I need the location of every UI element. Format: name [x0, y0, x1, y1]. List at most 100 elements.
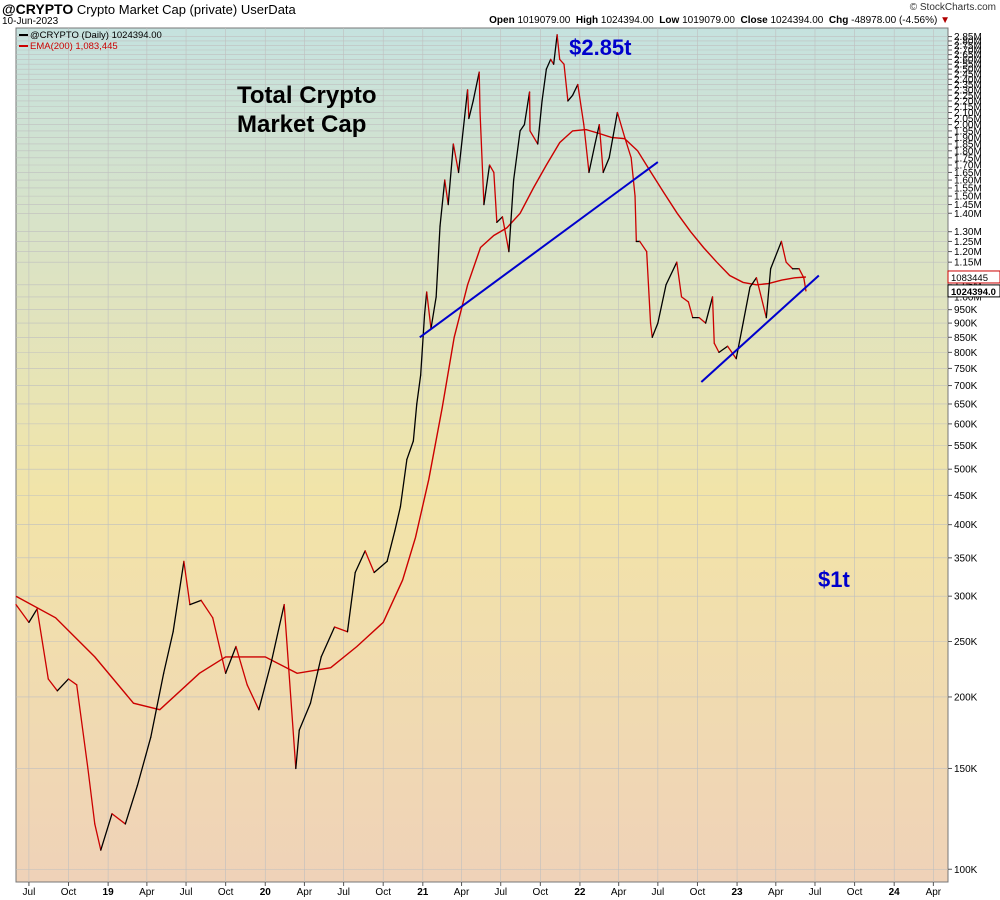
price-segment	[704, 296, 714, 324]
price-segment	[354, 550, 366, 574]
price-segment	[399, 458, 408, 508]
price-segment	[651, 322, 659, 338]
price-segment	[212, 617, 227, 674]
y-tick-label: 750K	[954, 364, 978, 375]
high-value: 1024394.00	[600, 15, 654, 26]
price-segment	[426, 291, 432, 330]
change-label: Chg	[828, 15, 849, 26]
high-label: High	[575, 15, 599, 26]
price-segment	[639, 240, 648, 253]
price-segment	[47, 678, 58, 692]
stockcharts-brand[interactable]: © StockCharts.com	[909, 2, 996, 13]
price-segment	[478, 71, 481, 114]
y-tick-label: 2.70M	[954, 46, 982, 57]
price-segment	[435, 225, 441, 298]
y-tick-label: 2.25M	[954, 91, 982, 102]
x-tick-label: Apr	[454, 887, 470, 898]
x-tick-label: Jul	[809, 887, 822, 898]
y-tick-label: 1.75M	[954, 153, 982, 164]
x-tick-label: Apr	[297, 887, 313, 898]
x-tick-label: Jul	[651, 887, 664, 898]
x-tick-label: Oct	[690, 887, 706, 898]
price-segment	[94, 823, 102, 851]
x-tick-label: Apr	[139, 887, 155, 898]
value-marker-label: 1083445	[951, 273, 988, 284]
price-segment	[687, 301, 694, 319]
price-segment	[657, 284, 667, 324]
y-tick-label: 1.90M	[954, 133, 982, 144]
price-segment	[541, 68, 548, 102]
price-segment	[680, 296, 690, 303]
y-tick-label: 850K	[954, 333, 978, 344]
price-segment	[295, 729, 300, 770]
price-segment	[76, 684, 89, 770]
open-label: Open	[489, 15, 515, 26]
price-segment	[588, 143, 596, 174]
price-segment	[519, 123, 526, 132]
price-segment	[189, 599, 202, 606]
x-tick-label: 22	[574, 887, 586, 898]
chart-title-line: Market Cap	[237, 111, 366, 138]
price-segment	[246, 684, 260, 711]
support-trendline	[419, 161, 659, 339]
price-segment	[386, 530, 396, 563]
price-segment	[298, 702, 312, 731]
y-tick-label: 450K	[954, 491, 978, 502]
price-segment	[630, 157, 636, 197]
price-segment	[616, 111, 626, 139]
y-tick-label: 650K	[954, 399, 978, 410]
price-segment	[608, 111, 619, 159]
ema-last-value-marker: 1083445	[947, 270, 1000, 284]
price-segment	[483, 164, 491, 206]
y-tick-label: 1.65M	[954, 168, 982, 179]
value-marker-box	[947, 270, 1000, 284]
price-segment	[111, 813, 126, 825]
price-segment	[765, 268, 772, 319]
y-tick-label: 1.15M	[954, 258, 982, 269]
x-tick-label: Oct	[847, 887, 863, 898]
y-tick-label: 950K	[954, 305, 978, 316]
y-tick-label: 100K	[954, 865, 978, 876]
price-segment	[556, 34, 561, 61]
ema-200-line	[15, 128, 806, 711]
x-tick-label: 23	[731, 887, 743, 898]
price-segment	[373, 560, 388, 574]
price-segment	[124, 784, 139, 825]
price-segment	[501, 216, 510, 253]
price-segment	[755, 277, 767, 319]
y-tick-label: 1.70M	[954, 161, 982, 172]
price-segment	[333, 626, 349, 633]
y-tick-label: 600K	[954, 419, 978, 430]
price-segment	[394, 506, 402, 532]
current-annotation: $1t	[818, 567, 850, 592]
y-tick-label: 1.60M	[954, 176, 982, 187]
price-segment	[416, 374, 422, 405]
instrument-name: Crypto Market Cap (private)	[76, 2, 238, 17]
x-tick-label: Apr	[768, 887, 784, 898]
price-segment	[163, 631, 174, 674]
ema-swatch-icon	[19, 45, 28, 48]
y-tick-label: 150K	[954, 764, 978, 775]
y-tick-label: 1.30M	[954, 227, 982, 238]
y-tick-label: 800K	[954, 348, 978, 359]
close-last-value-marker: 1024394.0	[947, 284, 1000, 298]
x-tick-label: 19	[103, 887, 115, 898]
price-segment	[364, 550, 375, 574]
x-tick-label: 20	[260, 887, 272, 898]
y-tick-label: 2.30M	[954, 85, 982, 96]
y-tick-label: 500K	[954, 465, 978, 476]
price-segment	[718, 345, 729, 354]
price-segment	[493, 171, 498, 223]
price-segment	[15, 603, 30, 624]
chart-legend: @CRYPTO (Daily) 1024394.00 EMA(200) 1,08…	[19, 30, 162, 52]
x-tick-label: Jul	[23, 887, 36, 898]
legend-price: @CRYPTO (Daily) 1024394.00	[30, 30, 162, 41]
low-value: 1019079.00	[682, 15, 735, 26]
x-tick-label: 21	[417, 887, 429, 898]
y-tick-label: 250K	[954, 637, 978, 648]
price-segment	[466, 89, 470, 120]
y-tick-label: 2.85M	[954, 32, 982, 43]
y-tick-label: 1.25M	[954, 237, 982, 248]
chart-header-title: @CRYPTO Crypto Market Cap (private) User…	[2, 1, 296, 17]
